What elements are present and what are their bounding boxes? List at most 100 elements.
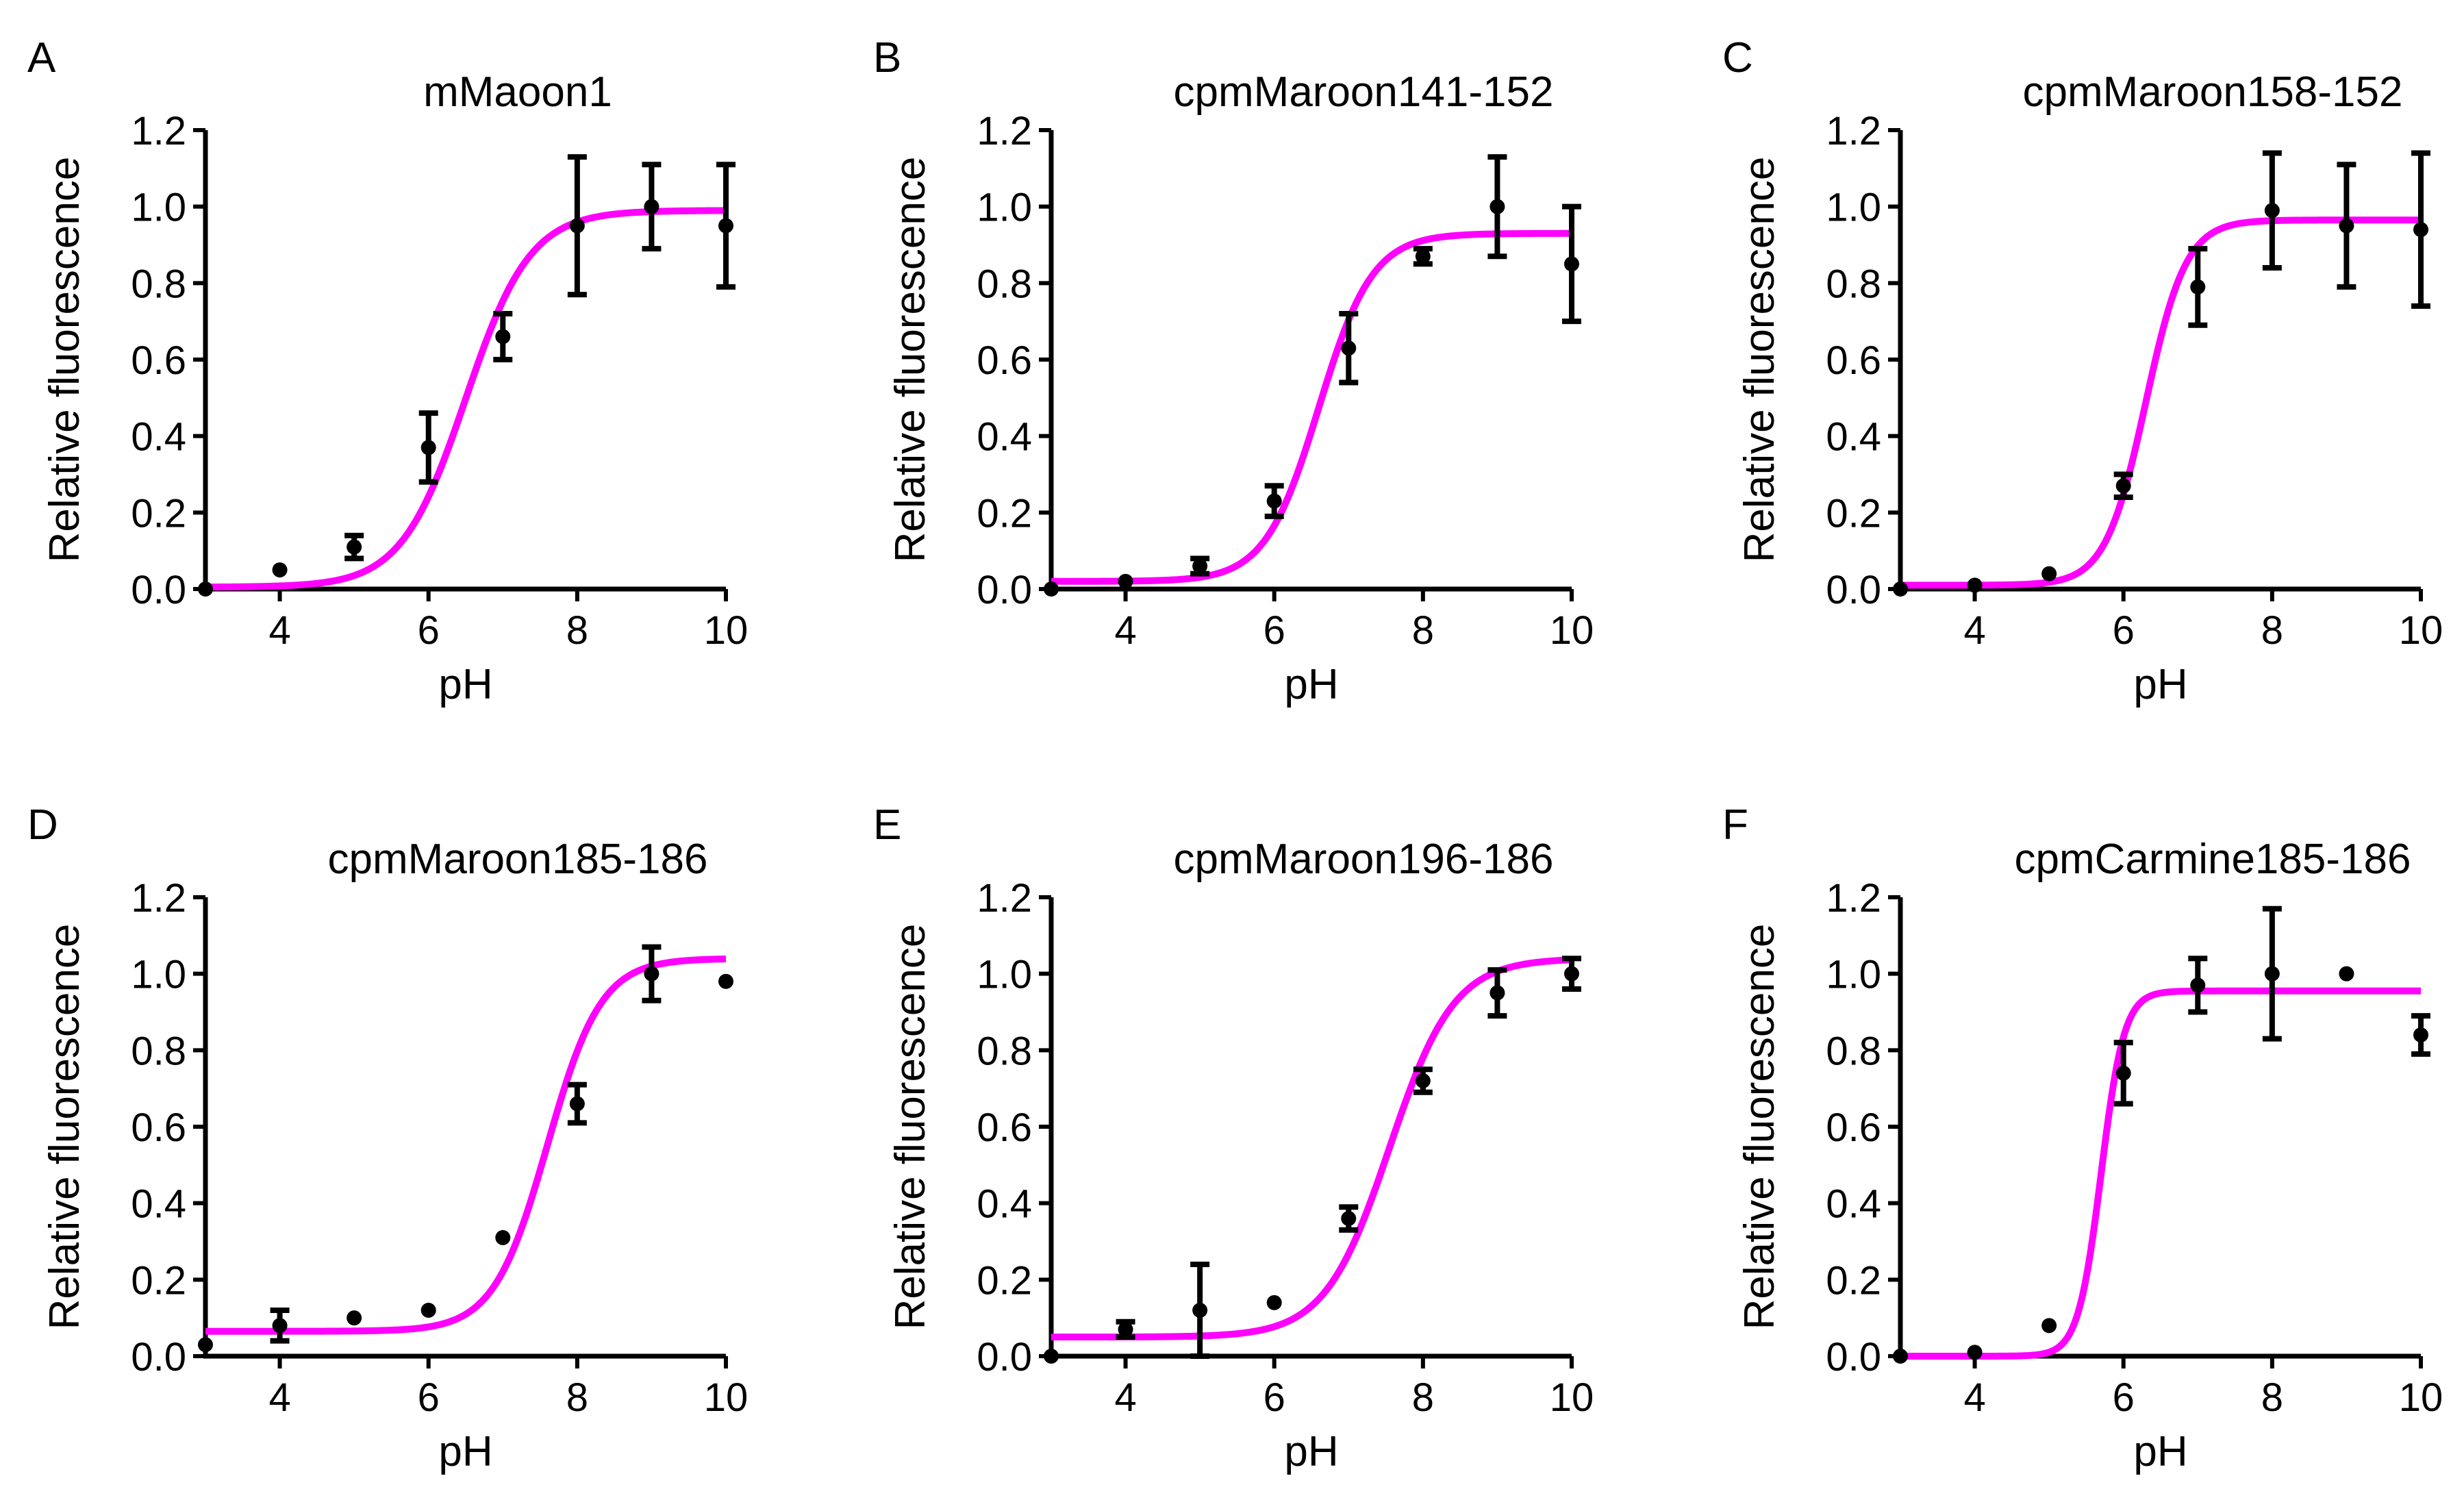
- y-tick-label: 1.2: [131, 109, 186, 153]
- panel-label: F: [1722, 801, 1748, 849]
- y-tick-label: 1.0: [131, 186, 186, 230]
- y-tick-label: 1.0: [977, 953, 1032, 997]
- data-point: [569, 218, 585, 234]
- data-point: [2115, 1065, 2131, 1081]
- y-tick-label: 0.2: [977, 1258, 1032, 1303]
- data-point: [198, 582, 213, 597]
- y-tick-label: 0.8: [977, 262, 1032, 306]
- x-tick-label: 10: [1550, 1375, 1594, 1420]
- y-tick-label: 0.8: [131, 1029, 186, 1073]
- panel-label: E: [873, 801, 901, 849]
- data-point: [1044, 582, 1059, 597]
- x-tick-label: 4: [1963, 608, 1985, 653]
- y-tick-label: 0.4: [131, 415, 186, 460]
- x-tick-label: 10: [1550, 608, 1594, 653]
- data-point: [2190, 279, 2206, 295]
- y-tick-label: 0.6: [1826, 1105, 1881, 1150]
- y-tick-label: 0.8: [131, 262, 186, 306]
- data-point: [1967, 1345, 1983, 1360]
- data-point: [2413, 1027, 2428, 1042]
- data-point: [2264, 966, 2280, 982]
- fit-curve: [204, 207, 727, 591]
- data-point: [1341, 340, 1357, 356]
- data-point: [1489, 199, 1505, 214]
- x-tick-label: 10: [2399, 1375, 2443, 1420]
- y-tick-label: 1.2: [977, 109, 1032, 153]
- y-axis-label: Relative fluorescence: [887, 924, 934, 1330]
- x-axis-label: pH: [1284, 1428, 1338, 1475]
- y-tick-label: 0.0: [131, 1335, 186, 1379]
- chart-title: cpmMaroon158-152: [2023, 68, 2403, 116]
- x-tick-label: 10: [704, 608, 749, 653]
- x-axis-label: pH: [2133, 661, 2187, 708]
- y-tick-label: 0.8: [1826, 1029, 1881, 1073]
- data-point: [644, 966, 659, 982]
- x-tick-label: 6: [1264, 1375, 1285, 1420]
- x-tick-label: 6: [418, 1375, 440, 1420]
- data-point: [272, 562, 288, 578]
- data-point: [1192, 558, 1208, 574]
- y-tick-label: 0.4: [1826, 1182, 1881, 1227]
- data-point: [2339, 218, 2354, 234]
- y-tick-label: 0.6: [131, 1105, 186, 1150]
- x-tick-label: 6: [418, 608, 440, 653]
- data-point: [1415, 249, 1431, 264]
- y-tick-label: 0.6: [131, 338, 186, 383]
- x-tick-label: 8: [1412, 608, 1434, 653]
- y-tick-label: 1.0: [1826, 186, 1881, 230]
- data-point: [1192, 1303, 1208, 1318]
- data-point: [644, 199, 659, 214]
- y-tick-label: 0.8: [1826, 262, 1881, 306]
- data-point: [1118, 573, 1133, 589]
- data-point: [1967, 577, 1983, 593]
- data-point: [495, 1229, 511, 1245]
- data-point: [2190, 977, 2206, 993]
- x-tick-label: 8: [2261, 608, 2283, 653]
- data-point: [1341, 1211, 1357, 1226]
- data-point: [1893, 1349, 1908, 1364]
- x-axis-label: pH: [1284, 661, 1338, 708]
- y-tick-label: 0.6: [977, 1105, 1032, 1150]
- panel-label: A: [27, 34, 56, 82]
- chart-title: cpmMaroon185-186: [328, 836, 708, 883]
- y-tick-label: 0.4: [977, 1182, 1032, 1227]
- x-tick-label: 4: [1114, 608, 1136, 653]
- data-point: [420, 440, 436, 455]
- data-point: [347, 539, 362, 555]
- data-point: [1489, 985, 1505, 1001]
- y-tick-label: 0.0: [977, 568, 1032, 612]
- data-point: [2041, 566, 2057, 582]
- x-tick-label: 8: [1412, 1375, 1434, 1420]
- y-tick-label: 0.0: [1826, 568, 1881, 612]
- data-point: [718, 973, 733, 989]
- y-axis-label: Relative fluorescence: [41, 157, 88, 563]
- data-point: [272, 1318, 288, 1334]
- data-point: [1564, 966, 1579, 982]
- x-tick-label: 10: [2399, 608, 2443, 653]
- data-point: [718, 218, 733, 234]
- panel-label: C: [1722, 34, 1753, 82]
- chart-title: cpmMaroon196-186: [1174, 836, 1554, 883]
- x-tick-label: 8: [566, 1375, 588, 1420]
- data-point: [1564, 256, 1579, 272]
- x-tick-label: 4: [1963, 1375, 1985, 1420]
- y-axis-label: Relative fluorescence: [1736, 157, 1783, 563]
- y-tick-label: 0.4: [1826, 415, 1881, 460]
- y-tick-label: 1.2: [131, 876, 186, 921]
- x-axis-label: pH: [438, 1428, 492, 1475]
- data-point: [2339, 966, 2354, 982]
- x-tick-label: 8: [566, 608, 588, 653]
- y-tick-label: 0.0: [977, 1335, 1032, 1379]
- y-tick-label: 0.2: [977, 491, 1032, 536]
- x-tick-label: 6: [2113, 1375, 2135, 1420]
- panel-label: B: [873, 34, 901, 82]
- y-tick-label: 0.2: [131, 1258, 186, 1303]
- data-point: [569, 1096, 585, 1112]
- y-tick-label: 1.2: [1826, 109, 1881, 153]
- x-tick-label: 4: [268, 1375, 290, 1420]
- y-axis-label: Relative fluorescence: [41, 924, 88, 1330]
